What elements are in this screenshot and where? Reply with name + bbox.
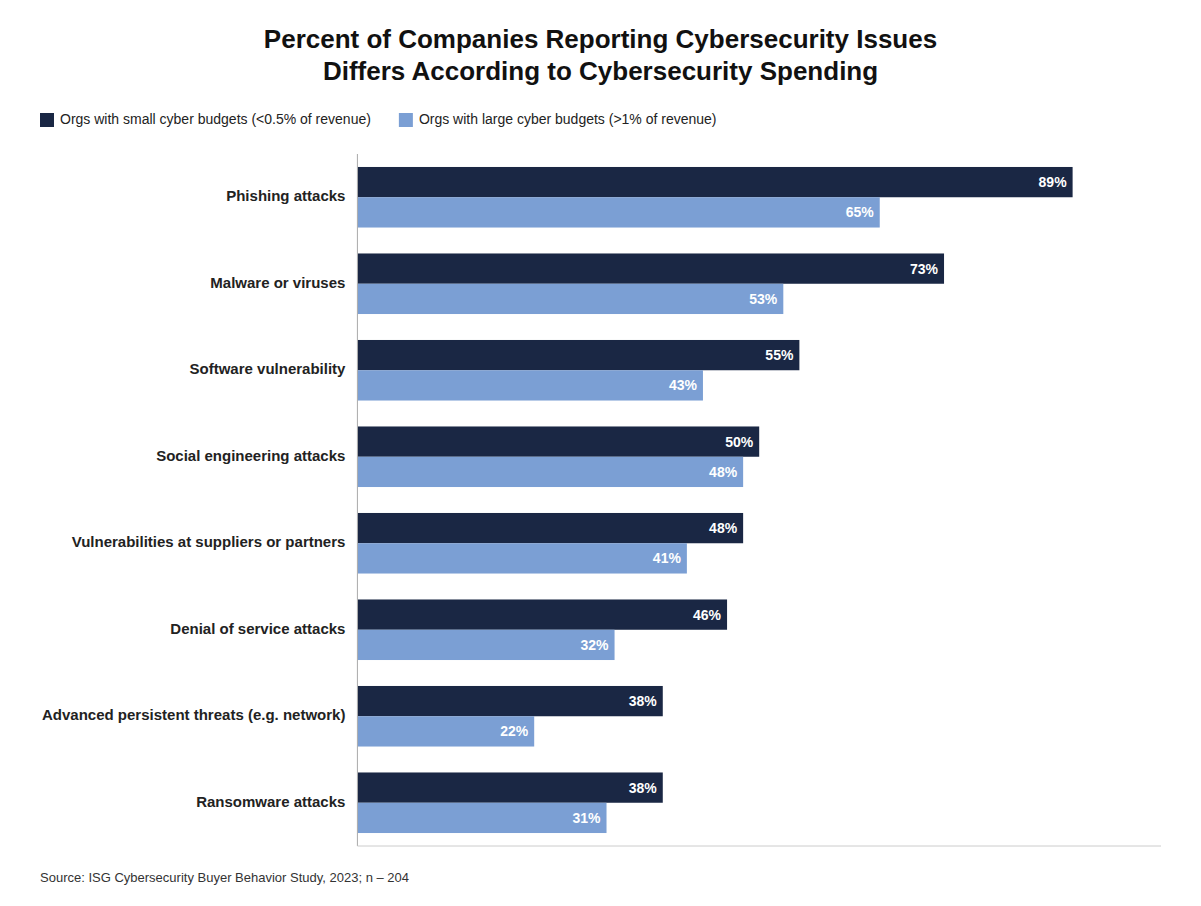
data-label: 32% (581, 637, 610, 653)
data-label: 43% (669, 377, 698, 393)
bar (357, 340, 799, 370)
bar (357, 630, 614, 660)
data-label: 48% (709, 520, 738, 536)
legend-label: Orgs with small cyber budgets (<0.5% of … (60, 111, 371, 127)
bar (357, 716, 534, 746)
source-note: Source: ISG Cybersecurity Buyer Behavior… (40, 870, 409, 885)
bar (357, 370, 703, 400)
data-label: 31% (572, 810, 601, 826)
bar (357, 686, 662, 716)
y-tick-label: Software vulnerability (190, 360, 347, 377)
data-label: 41% (653, 550, 682, 566)
bar (357, 167, 1072, 197)
title: Percent of Companies Reporting Cybersecu… (264, 24, 937, 86)
y-tick-label: Social engineering attacks (156, 447, 345, 464)
bar (357, 426, 759, 456)
bar (357, 803, 606, 833)
data-labels: 38% 38% 46% 48% 50% 55% 73% 89% 31% 22% 32% 41% 48% 4… (500, 174, 1067, 826)
bar (357, 284, 783, 314)
legend-item: Orgs with small cyber budgets (<0.5% of … (40, 111, 371, 127)
bar (357, 543, 686, 573)
legend-swatch (399, 113, 413, 127)
legend: Orgs with small cyber budgets (<0.5% of … (40, 111, 717, 127)
data-label: 65% (846, 204, 875, 220)
data-label: 46% (693, 607, 722, 623)
data-label: 22% (500, 723, 529, 739)
y-tick-label: Advanced persistent threats (e.g. networ… (42, 706, 345, 723)
bar (357, 599, 727, 629)
legend-swatch (40, 113, 54, 127)
data-label: 89% (1039, 174, 1068, 190)
bar (357, 253, 944, 283)
x-axis-line (357, 846, 1161, 847)
data-label: 53% (749, 291, 778, 307)
data-label: 55% (765, 347, 794, 363)
legend-item: Orgs with large cyber budgets (>1% of re… (399, 111, 717, 127)
y-tick-label: Ransomware attacks (196, 793, 345, 810)
bar (357, 197, 879, 227)
legend-label: Orgs with large cyber budgets (>1% of re… (419, 111, 717, 127)
y-tick-label: Vulnerabilities at suppliers or partners (72, 533, 346, 550)
chart: Percent of Companies Reporting Cybersecu… (0, 0, 1201, 906)
bar (357, 457, 743, 487)
y-tick-label: Malware or viruses (210, 274, 345, 291)
data-label: 50% (725, 434, 754, 450)
zero-line (357, 154, 358, 846)
bars (357, 167, 1072, 833)
bar (357, 772, 662, 802)
y-tick-label: Denial of service attacks (170, 620, 345, 637)
data-label: 38% (629, 693, 658, 709)
data-label: 48% (709, 464, 738, 480)
y-tick-labels: Ransomware attacks Advanced persistent th… (42, 187, 346, 810)
data-label: 38% (629, 780, 658, 796)
data-label: 73% (910, 261, 939, 277)
title-line: Differs According to Cybersecurity Spend… (323, 56, 878, 86)
y-tick-label: Phishing attacks (226, 187, 345, 204)
bar (357, 513, 743, 543)
title-line: Percent of Companies Reporting Cybersecu… (264, 24, 937, 54)
